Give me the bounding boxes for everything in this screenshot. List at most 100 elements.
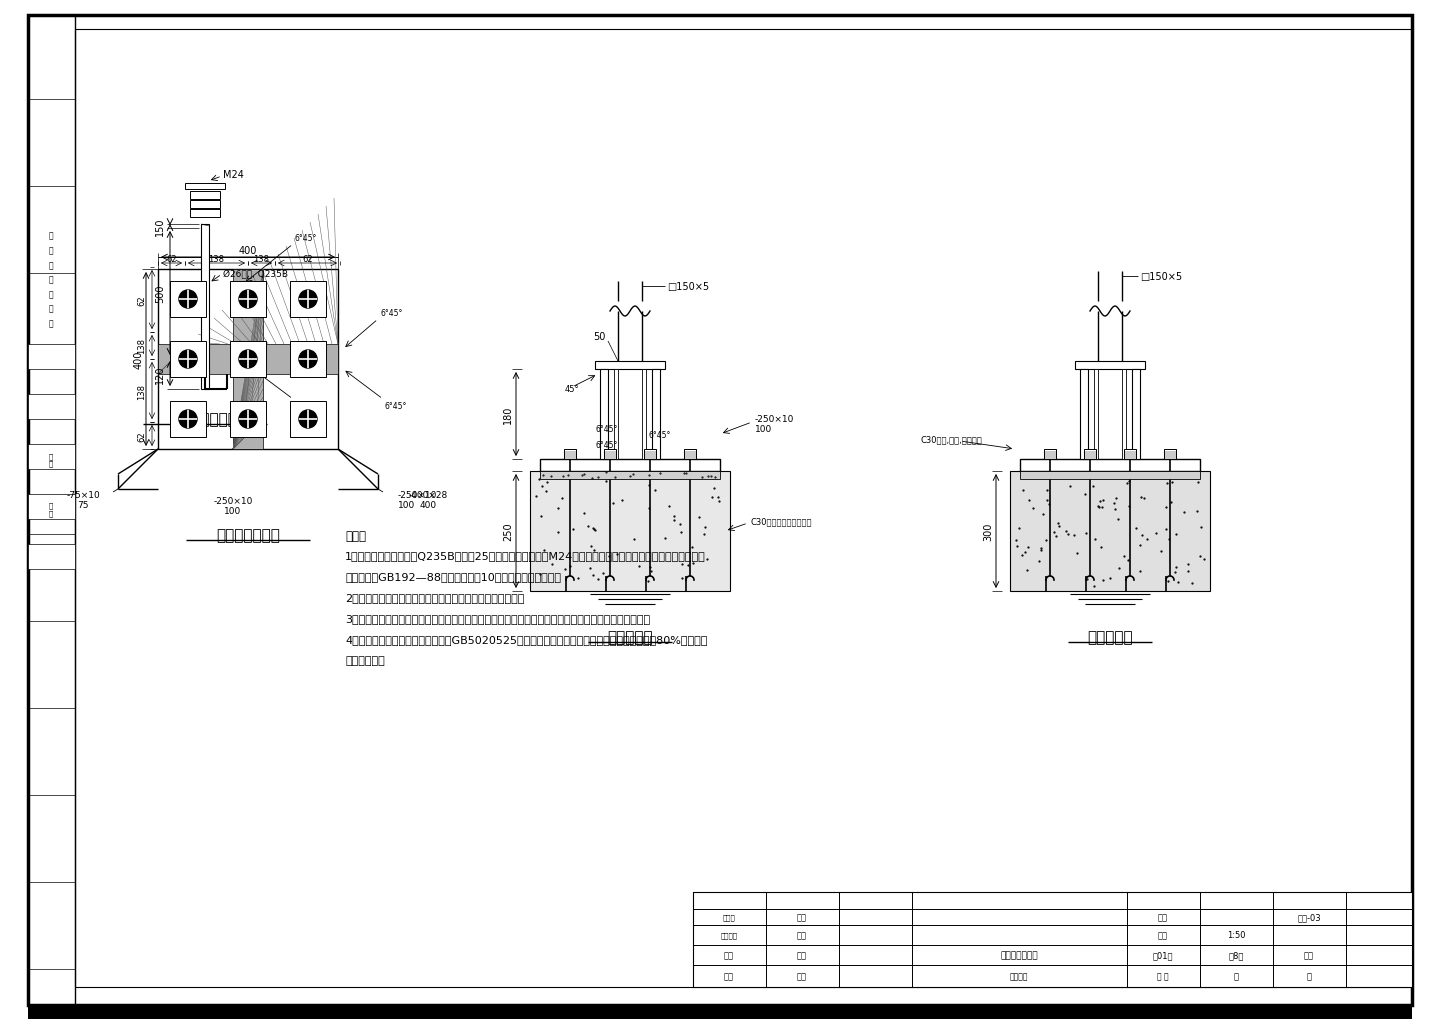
Bar xyxy=(190,192,220,200)
Text: 138: 138 xyxy=(209,255,225,263)
Bar xyxy=(1132,370,1140,460)
Bar xyxy=(27,544,75,570)
Text: Ø26圆钢, Q235B: Ø26圆钢, Q235B xyxy=(223,269,288,278)
Text: 设计: 设计 xyxy=(796,971,806,980)
Text: 1、地脚螺栓采用材质为Q235B，直径25的圆钢制作，螺栓为M24，每只锚栓需配三帽一垫圈，螺栓、螺母的螺: 1、地脚螺栓采用材质为Q235B，直径25的圆钢制作，螺栓为M24，每只锚栓需配… xyxy=(346,550,706,560)
Text: -400×28: -400×28 xyxy=(409,490,448,499)
Text: 图号: 图号 xyxy=(1158,913,1168,921)
Bar xyxy=(1122,370,1126,460)
Text: 6°45°: 6°45° xyxy=(294,401,317,411)
Bar xyxy=(27,394,75,420)
Bar xyxy=(233,344,264,375)
Text: 2、锚栓加工制作完成后螺纹表面应涂黄油，防止丝牙腐烂；: 2、锚栓加工制作完成后螺纹表面应涂黄油，防止丝牙腐烂； xyxy=(346,592,524,602)
Bar xyxy=(289,401,325,437)
Text: 共8页: 共8页 xyxy=(1228,951,1244,960)
Text: 行钢柱安装。: 行钢柱安装。 xyxy=(346,655,384,665)
Text: -250×10: -250×10 xyxy=(755,415,795,424)
Text: 工程处: 工程处 xyxy=(723,914,736,920)
Text: 3、锚栓预埋时必须钢结构专业人员现场指导，并作记录预埋偏差，以便在柱构件下料时做出相应调整；: 3、锚栓预埋时必须钢结构专业人员现场指导，并作记录预埋偏差，以便在柱构件下料时做… xyxy=(346,613,649,624)
Bar xyxy=(1080,370,1089,460)
Polygon shape xyxy=(118,449,158,489)
Text: 400: 400 xyxy=(419,500,436,510)
Bar xyxy=(230,341,266,378)
Bar xyxy=(600,370,608,460)
Bar xyxy=(170,281,206,318)
Text: 校对: 校对 xyxy=(796,951,806,960)
Text: □150×5: □150×5 xyxy=(1140,272,1182,281)
Circle shape xyxy=(239,351,256,369)
Text: 建筑单位: 建筑单位 xyxy=(1009,971,1028,980)
Bar xyxy=(693,892,1413,987)
Bar xyxy=(184,183,225,190)
Polygon shape xyxy=(338,449,379,489)
Text: 150: 150 xyxy=(156,217,166,236)
Text: 号: 号 xyxy=(1306,971,1312,980)
Bar xyxy=(170,341,206,378)
Bar xyxy=(289,281,325,318)
Bar xyxy=(233,270,264,449)
Text: C30找坡,防撬,防腐处理: C30找坡,防撬,防腐处理 xyxy=(920,435,982,444)
Bar xyxy=(1084,449,1096,460)
Bar xyxy=(644,449,657,460)
Bar xyxy=(27,1005,1413,1019)
Text: 120: 120 xyxy=(156,365,166,383)
Text: 柱脚大样图: 柱脚大样图 xyxy=(608,630,652,644)
Bar xyxy=(190,210,220,218)
Text: 62: 62 xyxy=(302,255,312,263)
Text: 6°45°: 6°45° xyxy=(380,309,402,318)
Bar xyxy=(233,344,264,375)
Text: 100: 100 xyxy=(397,500,415,510)
Circle shape xyxy=(300,351,317,369)
Bar xyxy=(564,449,576,460)
Text: 柱脚板做法详图: 柱脚板做法详图 xyxy=(1001,951,1038,960)
Bar xyxy=(27,494,75,520)
Bar xyxy=(595,362,665,370)
Circle shape xyxy=(300,290,317,309)
Text: 62: 62 xyxy=(137,431,147,441)
Bar xyxy=(1164,449,1176,460)
Bar xyxy=(27,344,75,370)
Text: 138: 138 xyxy=(137,338,147,355)
Circle shape xyxy=(300,411,317,429)
Circle shape xyxy=(239,411,256,429)
Text: 比例: 比例 xyxy=(1158,930,1168,940)
Bar xyxy=(684,449,696,460)
Text: 日期: 日期 xyxy=(796,913,806,921)
Text: 地脚-03: 地脚-03 xyxy=(1297,913,1320,921)
Text: 138: 138 xyxy=(253,255,269,263)
Text: 45°: 45° xyxy=(564,385,580,394)
Bar xyxy=(540,460,720,472)
Bar xyxy=(1094,370,1099,460)
Text: 138: 138 xyxy=(137,383,147,399)
Text: 地脚钢板大样图: 地脚钢板大样图 xyxy=(216,528,279,542)
Circle shape xyxy=(179,290,197,309)
Bar xyxy=(289,341,325,378)
Text: C30细石混凝土二次浇筑: C30细石混凝土二次浇筑 xyxy=(750,517,812,526)
Text: 施工: 施工 xyxy=(1305,951,1315,960)
Text: 6°45°: 6°45° xyxy=(595,440,618,449)
Bar xyxy=(613,370,618,460)
Text: 审
查: 审 查 xyxy=(49,452,53,467)
Bar xyxy=(1044,449,1056,460)
Bar xyxy=(230,401,266,437)
Bar xyxy=(27,444,75,470)
Text: -75×10: -75×10 xyxy=(66,490,99,499)
Text: 50: 50 xyxy=(593,331,606,341)
Bar xyxy=(1020,460,1200,472)
Circle shape xyxy=(179,351,197,369)
Text: 项目负责: 项目负责 xyxy=(720,931,737,938)
Text: -250×10: -250×10 xyxy=(213,497,252,506)
Text: 6°45°: 6°45° xyxy=(384,401,406,411)
Circle shape xyxy=(179,411,197,429)
Bar xyxy=(642,370,647,460)
Text: 62: 62 xyxy=(166,255,177,263)
Bar xyxy=(202,225,209,389)
Bar xyxy=(170,401,206,437)
Text: 100: 100 xyxy=(225,507,242,516)
Bar xyxy=(603,449,616,460)
Text: 100: 100 xyxy=(755,425,772,434)
Text: 第01页: 第01页 xyxy=(1153,951,1174,960)
Text: 图: 图 xyxy=(1234,971,1238,980)
Bar xyxy=(652,370,660,460)
Text: 6°45°: 6°45° xyxy=(595,425,618,434)
